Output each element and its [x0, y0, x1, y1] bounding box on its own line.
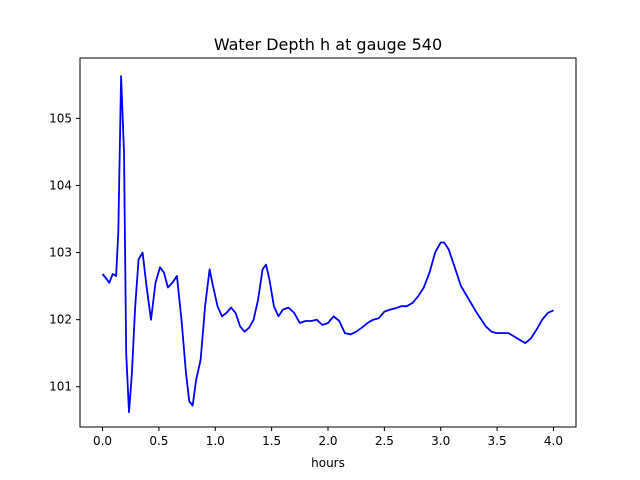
y-tick-label: 103: [49, 246, 72, 260]
y-tick-label: 104: [49, 178, 72, 192]
x-tick-label: 0.5: [149, 434, 168, 448]
x-tick-label: 4.0: [544, 434, 563, 448]
y-tick-label: 101: [49, 380, 72, 394]
series-line: [101, 75, 554, 414]
plot-frame: [79, 57, 577, 428]
x-tick-label: 2.0: [318, 434, 337, 448]
x-axis-label: hours: [311, 456, 345, 470]
x-tick-label: 2.5: [375, 434, 394, 448]
plot-area: [80, 58, 576, 427]
chart-title: Water Depth h at gauge 540: [214, 35, 442, 54]
y-tick-label: 105: [49, 111, 72, 125]
y-tick-label: 102: [49, 313, 72, 327]
x-tick-label: 3.0: [431, 434, 450, 448]
x-tick-label: 1.5: [262, 434, 281, 448]
x-tick-label: 3.5: [488, 434, 507, 448]
x-tick-label: 1.0: [206, 434, 225, 448]
x-tick-label: 0.0: [93, 434, 112, 448]
